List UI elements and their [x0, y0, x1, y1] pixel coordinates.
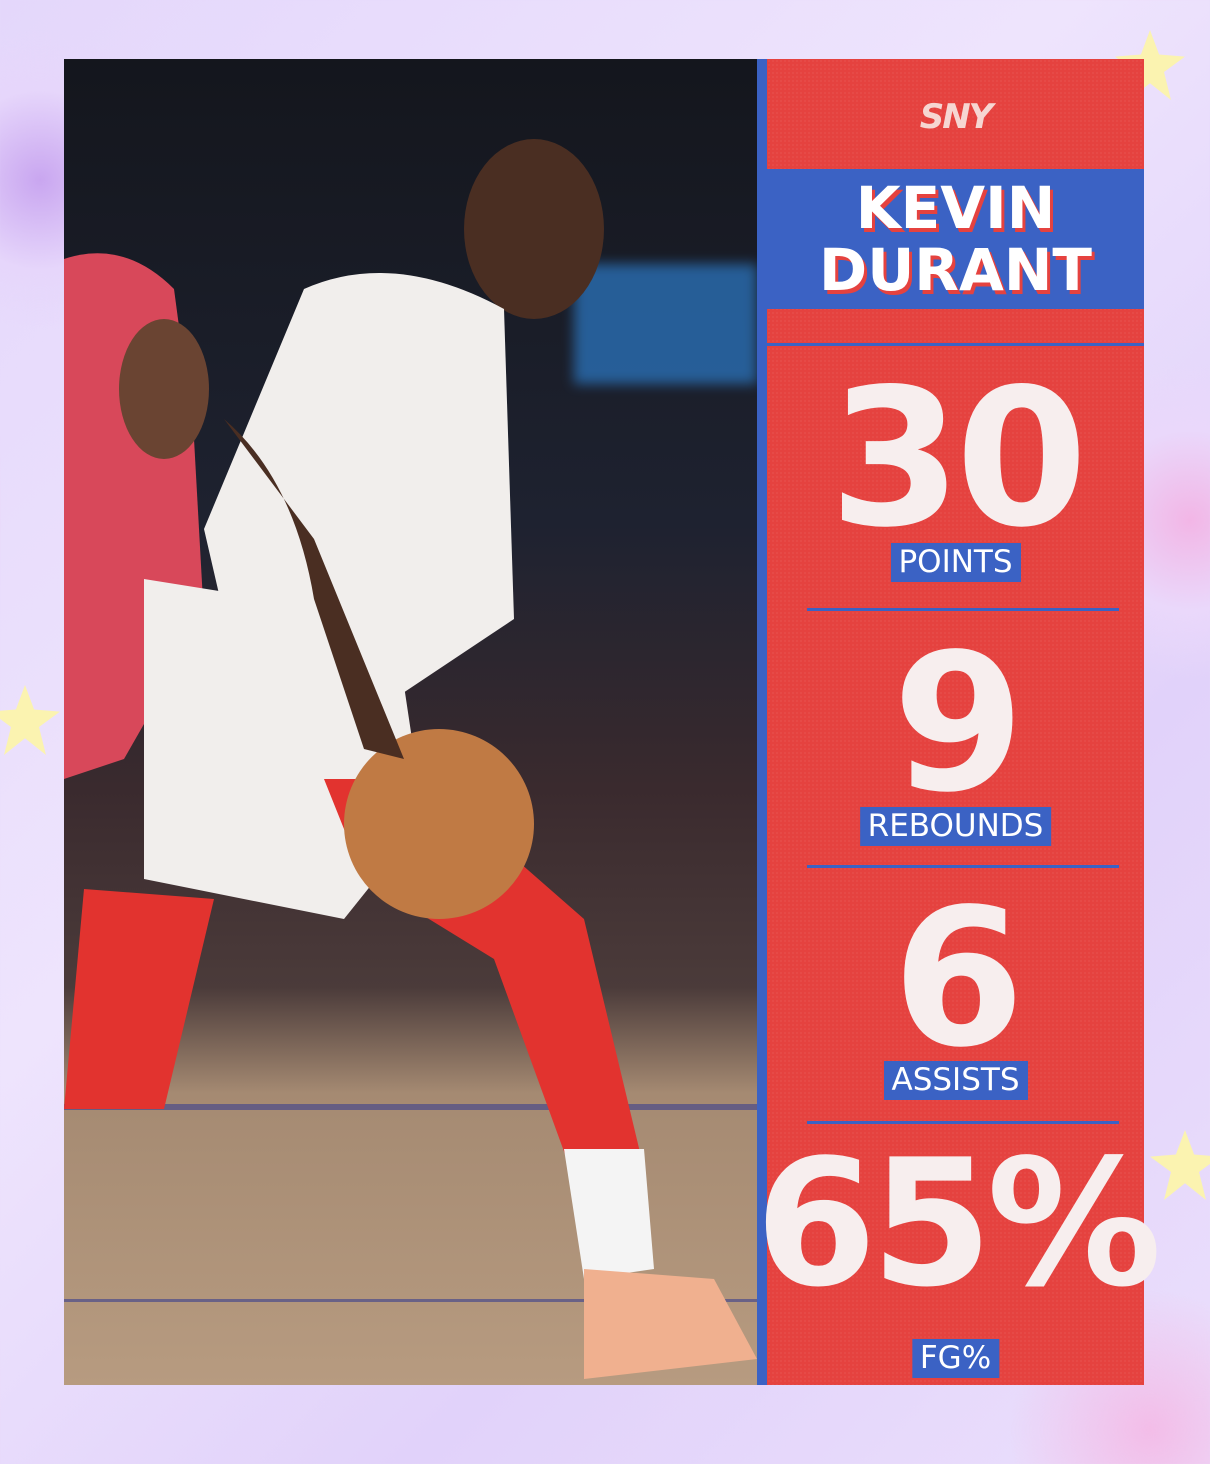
divider	[807, 865, 1119, 868]
fg-percentage-label: FG%	[911, 1339, 1000, 1378]
fg-percentage-value: 65%	[755, 1123, 1162, 1326]
assists-value: 6	[892, 868, 1024, 1089]
divider	[807, 608, 1119, 611]
divider	[767, 343, 1144, 346]
divider	[807, 1121, 1119, 1124]
sny-logo: SNY	[919, 97, 994, 137]
points-label: POINTS	[890, 543, 1021, 582]
rebounds-value: 9	[892, 613, 1024, 834]
star-decoration	[0, 685, 60, 755]
player-photo	[64, 59, 757, 1385]
assists-label: ASSISTS	[883, 1061, 1028, 1100]
rebounds-label: REBOUNDS	[859, 807, 1052, 846]
points-value: 30	[829, 348, 1087, 569]
player-first-name: KEVIN	[855, 174, 1056, 242]
stats-panel: SNY KEVIN DURANT 30 POINTS 9 REBOUNDS 6 …	[755, 59, 1162, 1385]
player-silhouette	[64, 139, 757, 1379]
court-line	[64, 1104, 757, 1110]
player-last-name: DURANT	[819, 236, 1092, 304]
blue-border-stripe	[757, 59, 767, 1385]
player-name: KEVIN DURANT	[767, 169, 1144, 309]
stat-graphic: SNY KEVIN DURANT 30 POINTS 9 REBOUNDS 6 …	[64, 59, 1162, 1385]
arena-screen	[574, 264, 757, 384]
court-line	[64, 1299, 757, 1302]
